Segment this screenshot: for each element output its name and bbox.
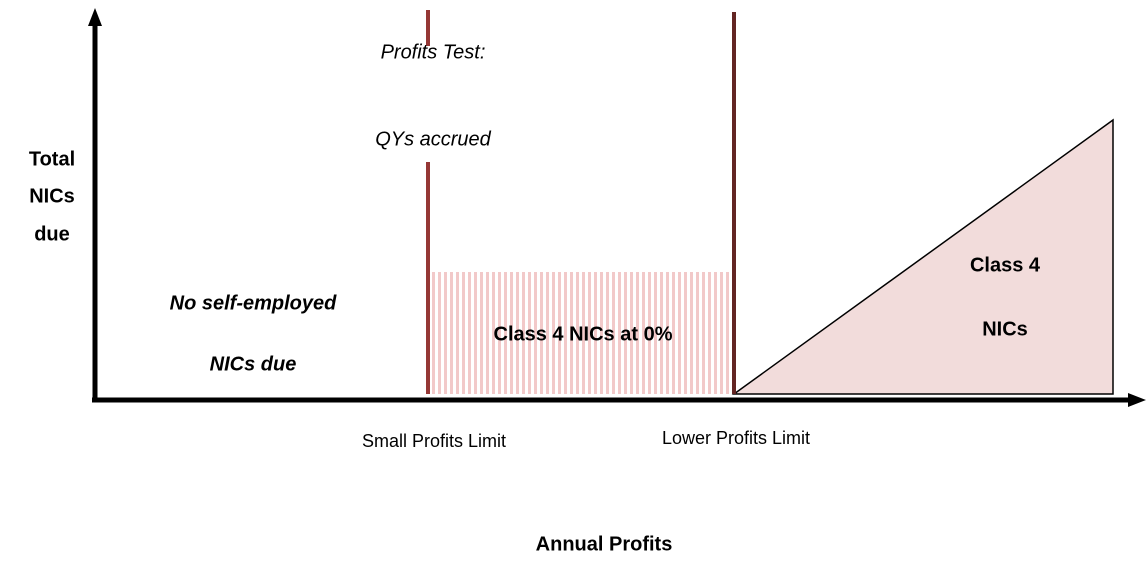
- x-axis-arrow: [1128, 393, 1146, 407]
- y-axis-label: NICs: [29, 185, 75, 207]
- region-label: No self-employed: [170, 292, 337, 314]
- profits-test: QYs accrued: [375, 128, 491, 150]
- y-axis-label: due: [34, 223, 70, 245]
- threshold-label: Small Profits Limit: [362, 431, 506, 451]
- region-label: NICs: [982, 318, 1028, 340]
- threshold-label: Lower Profits Limit: [662, 428, 810, 448]
- region-label: NICs due: [210, 353, 297, 375]
- profits-test: Profits Test:: [381, 41, 486, 63]
- x-axis-label: Annual Profits: [536, 533, 673, 555]
- zero-rate-area: [432, 272, 730, 394]
- y-axis-label: Total: [29, 148, 75, 170]
- region-label: Class 4 NICs at 0%: [494, 323, 673, 345]
- class4-area: [731, 118, 1114, 395]
- region-label: Class 4: [970, 254, 1041, 276]
- y-axis-arrow: [88, 8, 102, 26]
